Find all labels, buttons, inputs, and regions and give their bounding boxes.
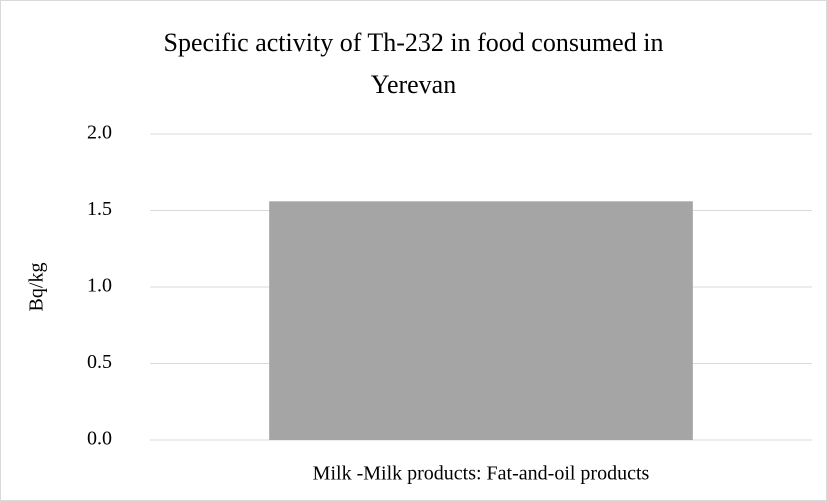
y-tick-label: 0.0 — [87, 428, 112, 450]
y-axis-label: Bq/kg — [26, 263, 48, 312]
y-tick-label: 1.5 — [87, 198, 112, 220]
bar — [269, 201, 693, 440]
x-tick-label: Milk -Milk products: Fat-and-oil product… — [313, 463, 650, 485]
y-tick-label: 2.0 — [87, 122, 112, 144]
chart-title: Specific activity of Th-232 in food cons… — [163, 28, 664, 99]
y-tick-label: 1.0 — [87, 275, 112, 297]
y-tick-label: 0.5 — [87, 351, 112, 373]
